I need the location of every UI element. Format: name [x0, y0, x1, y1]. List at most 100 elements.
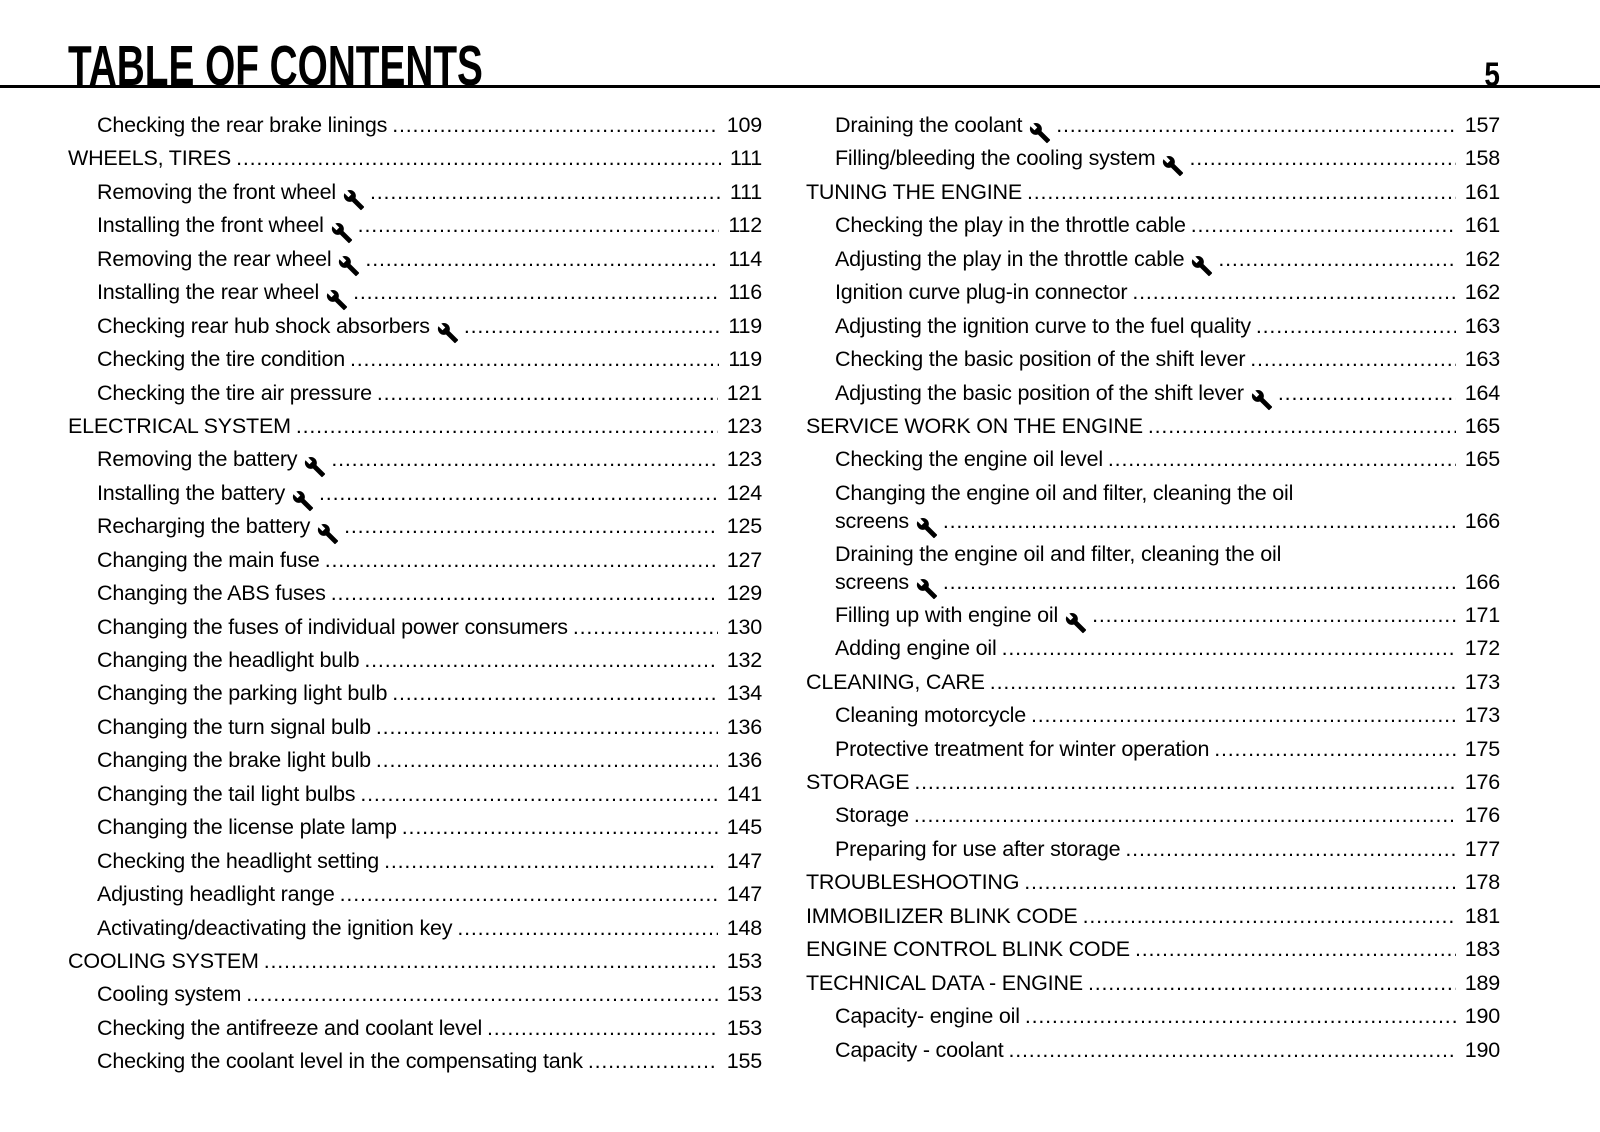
toc-item-entry[interactable]: Preparing for use after storage 177 [806, 837, 1500, 870]
toc-section-entry[interactable]: TROUBLESHOOTING 178 [806, 870, 1500, 903]
toc-item-entry[interactable]: Capacity - coolant 190 [806, 1038, 1500, 1071]
toc-item-entry[interactable]: Changing the engine oil and filter, clea… [806, 481, 1500, 542]
toc-entry-label: Changing the turn signal bulb [97, 714, 371, 739]
toc-item-entry[interactable]: Changing the main fuse 127 [68, 548, 762, 581]
toc-item-entry[interactable]: Checking the headlight setting 147 [68, 849, 762, 882]
page-number: 173 [1464, 669, 1500, 694]
toc-item-entry[interactable]: Adjusting the basic position of the shif… [806, 381, 1500, 414]
dot-leader [573, 615, 718, 640]
toc-item-entry[interactable]: Adding engine oil 172 [806, 636, 1500, 669]
toc-entry-label: Ignition curve plug-in connector [835, 280, 1128, 305]
toc-item-entry[interactable]: Installing the front wheel 112 [68, 213, 762, 246]
toc-entry-label: Checking the rear brake linings [97, 113, 388, 137]
dot-leader [1083, 904, 1456, 929]
page-number: 189 [1464, 970, 1500, 995]
toc-item-entry[interactable]: Removing the battery 123 [68, 447, 762, 480]
toc-entry-label: WHEELS, TIRES [68, 146, 232, 171]
dot-leader [370, 180, 721, 205]
toc-entry-label: Checking the engine oil level [835, 447, 1103, 472]
toc-item-entry[interactable]: Protective treatment for winter operatio… [806, 737, 1500, 770]
toc-item-entry[interactable]: Changing the headlight bulb 132 [68, 648, 762, 681]
dot-leader [296, 414, 718, 439]
toc-item-entry[interactable]: Checking the coolant level in the compen… [68, 1049, 762, 1082]
toc-item-entry[interactable]: Ignition curve plug-in connector 162 [806, 280, 1500, 313]
toc-item-entry[interactable]: Checking the antifreeze and coolant leve… [68, 1016, 762, 1049]
toc-item-entry[interactable]: Checking rear hub shock absorbers 119 [68, 314, 762, 347]
dot-leader [1256, 314, 1456, 339]
toc-item-entry[interactable]: Changing the ABS fuses 129 [68, 581, 762, 614]
dot-leader [358, 213, 720, 238]
toc-item-entry[interactable]: Checking the rear brake linings 109 [68, 113, 762, 146]
toc-item-entry[interactable]: Checking the play in the throttle cable 1… [806, 213, 1500, 246]
toc-section-entry[interactable]: COOLING SYSTEM 153 [68, 949, 762, 982]
toc-item-entry[interactable]: Changing the brake light bulb 136 [68, 748, 762, 781]
toc-item-entry[interactable]: Changing the parking light bulb 134 [68, 681, 762, 714]
toc-item-entry[interactable]: Removing the front wheel 111 [68, 180, 762, 213]
toc-entry-label: Cooling system [97, 982, 242, 1007]
toc-section-entry[interactable]: SERVICE WORK ON THE ENGINE 165 [806, 414, 1500, 447]
toc-entry-label: Filling/bleeding the cooling system [835, 146, 1156, 171]
toc-item-entry[interactable]: Cleaning motorcycle 173 [806, 703, 1500, 736]
toc-entry-label: Storage [835, 803, 909, 828]
toc-section-entry[interactable]: IMMOBILIZER BLINK CODE 181 [806, 904, 1500, 937]
toc-entry-label: ELECTRICAL SYSTEM [68, 413, 291, 438]
toc-item-entry[interactable]: Filling/bleeding the cooling system 158 [806, 146, 1500, 179]
page-number: 190 [1464, 1004, 1500, 1029]
toc-item-entry[interactable]: Draining the engine oil and filter, clea… [806, 542, 1500, 603]
toc-item-entry[interactable]: Checking the basic position of the shift… [806, 347, 1500, 380]
toc-item-entry[interactable]: Activating/deactivating the ignition key… [68, 916, 762, 949]
page-number: 125 [726, 514, 762, 539]
wrench-icon [1251, 389, 1273, 411]
toc-section-entry[interactable]: TECHNICAL DATA - ENGINE 189 [806, 971, 1500, 1004]
toc-section-entry[interactable]: ELECTRICAL SYSTEM 123 [68, 414, 762, 447]
toc-item-entry[interactable]: Installing the rear wheel 116 [68, 280, 762, 313]
toc-section-entry[interactable]: STORAGE 176 [806, 770, 1500, 803]
page-number: 165 [1464, 447, 1500, 472]
toc-entry-label: Changing the main fuse [97, 547, 320, 572]
toc-entry-label: Checking the antifreeze and coolant leve… [97, 1015, 483, 1040]
toc-section-entry[interactable]: TUNING THE ENGINE 161 [806, 180, 1500, 213]
toc-item-entry[interactable]: Recharging the battery 125 [68, 514, 762, 547]
page-number: 166 [1464, 508, 1500, 533]
page-number: 129 [726, 581, 762, 606]
wrench-icon [1029, 122, 1051, 144]
toc-item-entry[interactable]: Capacity- engine oil 190 [806, 1004, 1500, 1037]
dot-leader [377, 381, 718, 406]
toc-item-entry[interactable]: Adjusting headlight range 147 [68, 882, 762, 915]
page-number: 166 [1464, 569, 1500, 594]
toc-entry-label: Changing the ABS fuses [97, 581, 326, 606]
wrench-icon [343, 189, 365, 211]
toc-item-entry[interactable]: Cooling system 153 [68, 982, 762, 1015]
toc-item-entry[interactable]: Draining the coolant 157 [806, 113, 1500, 146]
dot-leader [1108, 447, 1456, 472]
wrench-icon [292, 490, 314, 512]
toc-entry-label: TECHNICAL DATA - ENGINE [806, 970, 1083, 995]
toc-section-entry[interactable]: CLEANING, CARE 173 [806, 670, 1500, 703]
toc-item-entry[interactable]: Filling up with engine oil 171 [806, 603, 1500, 636]
toc-item-entry[interactable]: Storage 176 [806, 803, 1500, 836]
page-number: 163 [1464, 347, 1500, 372]
toc-item-entry[interactable]: Changing the tail light bulbs 141 [68, 782, 762, 815]
toc-item-entry[interactable]: Adjusting the ignition curve to the fuel… [806, 314, 1500, 347]
dot-leader [344, 514, 718, 539]
toc-item-entry[interactable]: Removing the rear wheel 114 [68, 247, 762, 280]
toc-item-entry[interactable]: Changing the turn signal bulb 136 [68, 715, 762, 748]
dot-leader [1218, 247, 1455, 272]
toc-entry-label: Protective treatment for winter operatio… [835, 736, 1210, 761]
toc-item-entry[interactable]: Changing the license plate lamp 145 [68, 815, 762, 848]
toc-entry-label-continued: screens [835, 569, 909, 594]
page-number: 178 [1464, 870, 1500, 895]
wrench-icon [326, 289, 348, 311]
toc-section-entry[interactable]: ENGINE CONTROL BLINK CODE 183 [806, 937, 1500, 970]
dot-leader [392, 113, 718, 138]
toc-item-entry[interactable]: Changing the fuses of individual power c… [68, 615, 762, 648]
page-number: 153 [726, 1015, 762, 1040]
page-number: 158 [1464, 146, 1500, 171]
toc-item-entry[interactable]: Checking the tire condition 119 [68, 347, 762, 380]
toc-entry-label: Adjusting the play in the throttle cable [835, 246, 1185, 271]
toc-item-entry[interactable]: Checking the tire air pressure 121 [68, 381, 762, 414]
toc-section-entry[interactable]: WHEELS, TIRES 111 [68, 146, 762, 179]
toc-item-entry[interactable]: Installing the battery 124 [68, 481, 762, 514]
toc-item-entry[interactable]: Adjusting the play in the throttle cable… [806, 247, 1500, 280]
toc-item-entry[interactable]: Checking the engine oil level 165 [806, 447, 1500, 480]
